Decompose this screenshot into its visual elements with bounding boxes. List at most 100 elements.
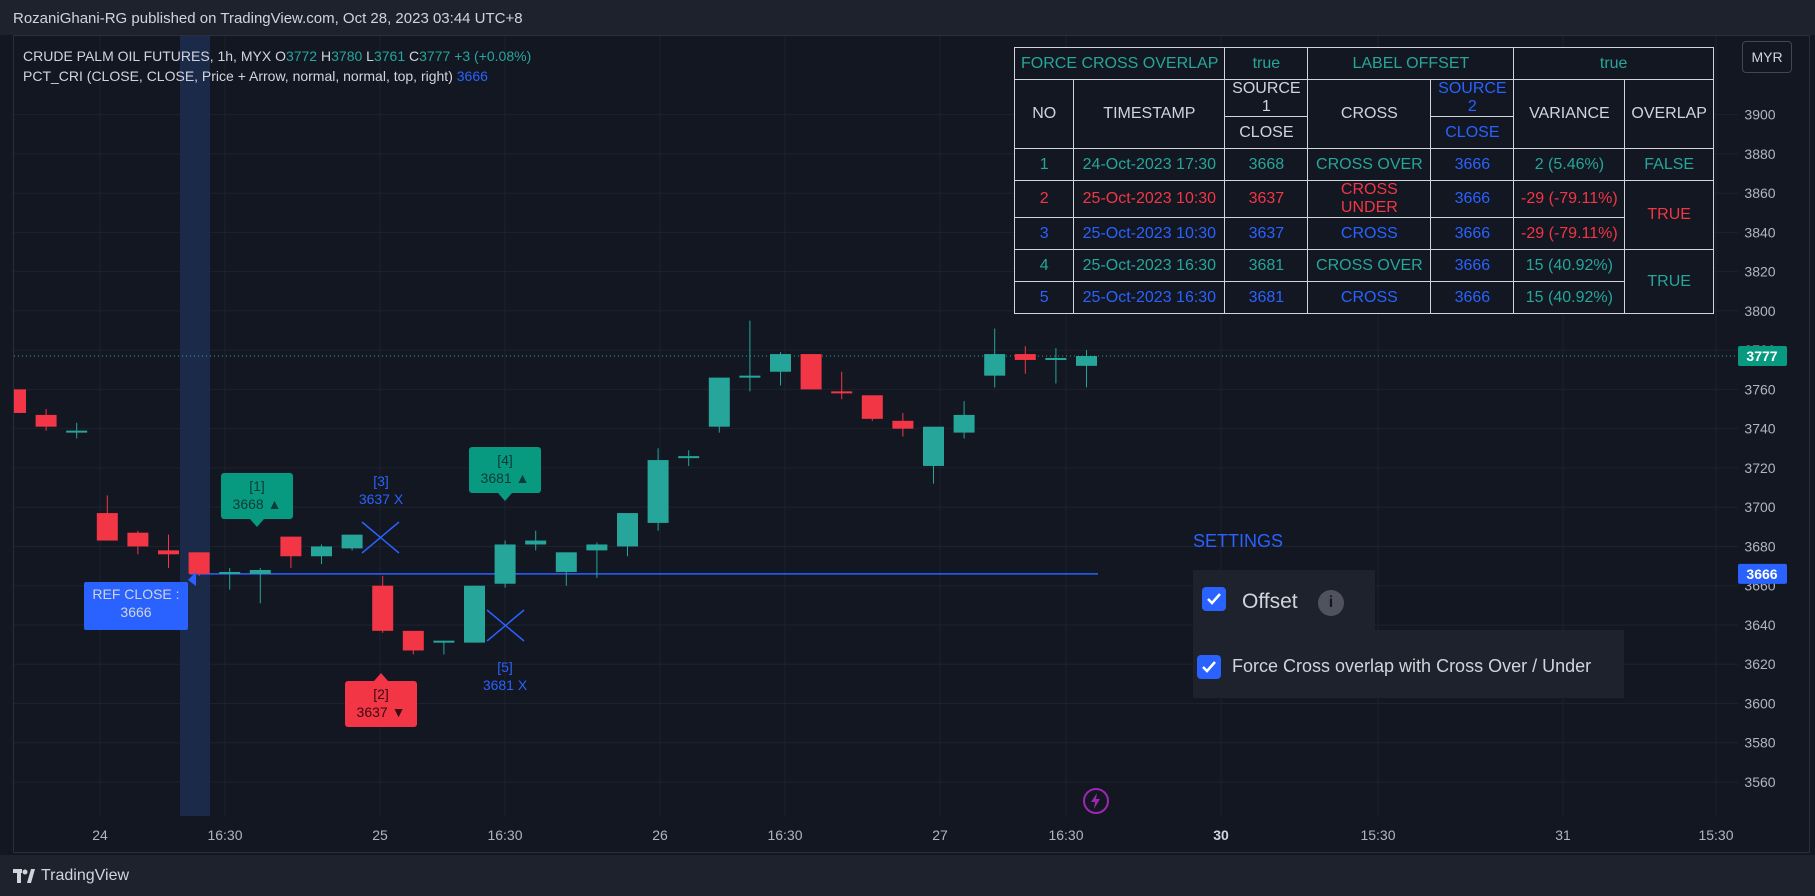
y-tick-label: 3820 xyxy=(1744,264,1775,280)
force-cross-checkbox[interactable] xyxy=(1197,655,1221,679)
candle-body xyxy=(127,532,149,547)
x-tick-label: 16:30 xyxy=(487,827,522,843)
row-timestamp: 25-Oct-2023 10:30 xyxy=(1073,217,1226,250)
y-tick-label: 3740 xyxy=(1744,421,1775,437)
candle-body xyxy=(280,536,302,557)
publish-info: RozaniGhani-RG published on TradingView.… xyxy=(13,10,523,27)
indicator-label[interactable]: PCT_CRI (CLOSE, CLOSE, Price + Arrow, no… xyxy=(23,68,453,84)
info-icon[interactable]: i xyxy=(1318,590,1344,616)
row-cross: CROSS xyxy=(1307,281,1432,314)
bolt-glyph xyxy=(1091,793,1100,809)
candle-body xyxy=(341,534,363,549)
table-row: 2 25-Oct-2023 10:30 3637 CROSS UNDER 366… xyxy=(1013,180,1714,250)
candle-body xyxy=(464,585,485,643)
header-source2: SOURCE 2 xyxy=(1430,79,1515,117)
candle-body xyxy=(433,640,455,643)
row-source2: 3666 xyxy=(1430,249,1515,282)
row-timestamp: 25-Oct-2023 16:30 xyxy=(1073,281,1226,314)
offset-setting xyxy=(1193,570,1375,630)
brand-label: TradingView xyxy=(41,867,130,884)
row-variance: 2 (5.46%) xyxy=(1513,148,1626,181)
row-source1: 3681 xyxy=(1224,281,1309,314)
marker-5-id: [5] xyxy=(497,659,513,675)
y-tick-label: 3680 xyxy=(1744,538,1775,554)
last-price-badge-text: 3777 xyxy=(1746,348,1777,364)
ohlc-open: 3772 xyxy=(285,48,318,64)
table-row: 3 25-Oct-2023 10:30 3637 CROSS 3666 -29 … xyxy=(1013,217,1714,250)
candle-body xyxy=(35,414,57,427)
y-tick-label: 3880 xyxy=(1744,146,1775,162)
candle-body xyxy=(14,389,26,413)
candle-body xyxy=(739,375,761,378)
marker-1-id: [1] xyxy=(249,478,265,494)
ref-close-label-value: 3666 xyxy=(120,604,151,620)
check-icon xyxy=(1202,661,1216,673)
row-no: 2 xyxy=(1013,180,1075,218)
y-tick-label: 3640 xyxy=(1744,617,1775,633)
force-cross-label: Force Cross overlap with Cross Over / Un… xyxy=(1232,656,1592,676)
row-variance: -29 (-79.11%) xyxy=(1513,217,1626,250)
table-config-row: FORCE CROSS OVERLAP true LABEL OFFSET tr… xyxy=(1013,47,1714,80)
ref-close-label-pointer xyxy=(188,572,196,586)
marker-2-pointer xyxy=(374,673,388,681)
header-close2: CLOSE xyxy=(1430,116,1515,149)
header-cross: CROSS xyxy=(1307,79,1432,149)
row-source2: 3666 xyxy=(1430,217,1515,250)
candle-body xyxy=(647,460,669,523)
candle-body xyxy=(953,414,975,433)
candle-body xyxy=(525,540,547,545)
settings-title: SETTINGS xyxy=(1193,531,1284,551)
row-overlap: TRUE xyxy=(1624,180,1714,250)
force-cross-setting xyxy=(1193,630,1624,698)
marker-3-cross-b xyxy=(361,521,400,554)
y-tick-label: 3900 xyxy=(1744,107,1775,123)
tradingview-brand[interactable]: TradingView xyxy=(13,867,129,885)
ohlc-open-label: O xyxy=(275,48,286,64)
y-tick-label: 3620 xyxy=(1744,656,1775,672)
ohlc-high: 3780 xyxy=(331,48,363,64)
ref-price-badge-text: 3666 xyxy=(1746,566,1777,582)
ohlc-low: 3761 xyxy=(373,48,406,64)
row-timestamp: 24-Oct-2023 17:30 xyxy=(1073,148,1226,181)
candle-body xyxy=(1076,356,1097,366)
marker-3-id: [3] xyxy=(373,473,389,489)
row-cross: CROSS OVER xyxy=(1307,148,1432,181)
row-overlap: FALSE xyxy=(1624,148,1714,181)
ohlc-change: +3 (+0.08%) xyxy=(454,48,532,64)
ohlc-low-label: L xyxy=(366,48,374,64)
row-source2: 3666 xyxy=(1430,148,1515,181)
row-no: 3 xyxy=(1013,217,1075,250)
row-source2: 3666 xyxy=(1430,180,1515,218)
ohlc-close-label: C xyxy=(409,48,420,64)
force-cross-overlap-label: FORCE CROSS OVERLAP xyxy=(1013,47,1226,80)
table-row: 4 25-Oct-2023 16:30 3681 CROSS OVER 3666… xyxy=(1013,249,1714,314)
candle-body xyxy=(402,630,424,651)
x-tick-label: 15:30 xyxy=(1360,827,1395,843)
indicator-value: 3666 xyxy=(456,68,488,84)
x-tick-label: 31 xyxy=(1555,827,1571,843)
candle-body xyxy=(96,513,118,541)
symbol-label[interactable]: CRUDE PALM OIL FUTURES, 1h, MYX xyxy=(23,48,272,64)
header-source1: SOURCE 1 xyxy=(1224,79,1309,117)
x-tick-label: 16:30 xyxy=(207,827,242,843)
lightning-icon[interactable] xyxy=(1083,788,1109,814)
candle-body xyxy=(219,571,241,574)
marker-2-text: 3637 ▼ xyxy=(357,704,406,720)
currency-button[interactable]: MYR xyxy=(1742,41,1792,73)
candle-body xyxy=(800,354,822,390)
label-offset-value: true xyxy=(1513,47,1714,80)
candle-body xyxy=(892,420,914,429)
y-tick-label: 3700 xyxy=(1744,499,1775,515)
marker-1-pointer xyxy=(250,519,264,527)
check-icon xyxy=(1207,593,1221,605)
ref-close-label-box xyxy=(84,582,188,630)
candle-body xyxy=(372,585,394,631)
row-no: 1 xyxy=(1013,148,1075,181)
candle-body xyxy=(708,377,730,427)
row-timestamp: 25-Oct-2023 16:30 xyxy=(1073,249,1226,282)
candle-body xyxy=(311,546,332,557)
offset-checkbox[interactable] xyxy=(1202,587,1226,611)
last-price-badge xyxy=(1738,346,1787,367)
row-source1: 3637 xyxy=(1224,217,1309,250)
